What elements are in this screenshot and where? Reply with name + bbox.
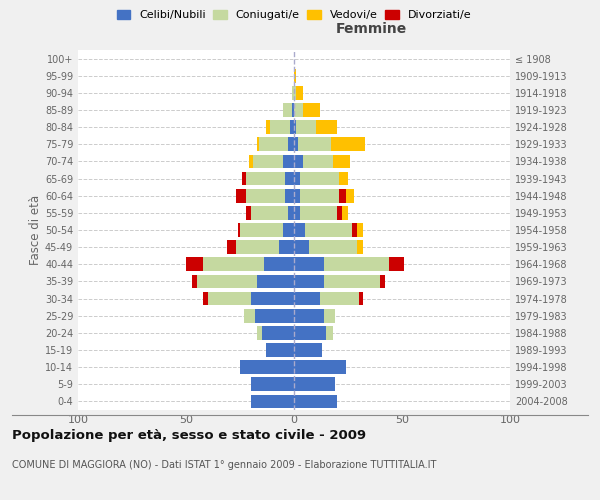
Legend: Celibi/Nubili, Coniugati/e, Vedovi/e, Divorziati/e: Celibi/Nubili, Coniugati/e, Vedovi/e, Di… — [112, 5, 476, 24]
Bar — [287, 206, 294, 220]
Bar — [240, 223, 283, 237]
Bar — [302, 154, 333, 168]
Bar — [294, 138, 298, 151]
Bar — [340, 189, 346, 202]
Bar — [290, 120, 294, 134]
Bar — [294, 103, 302, 117]
Bar — [309, 240, 356, 254]
Bar — [236, 189, 247, 202]
Bar — [359, 292, 363, 306]
Bar — [294, 172, 301, 185]
Bar — [253, 154, 283, 168]
Bar — [326, 326, 333, 340]
Bar — [294, 189, 301, 202]
Bar — [259, 138, 287, 151]
Bar — [244, 309, 255, 322]
Bar — [301, 206, 337, 220]
Bar — [320, 292, 359, 306]
Bar — [255, 309, 294, 322]
Bar — [262, 326, 294, 340]
Bar — [294, 86, 296, 100]
Bar — [356, 240, 363, 254]
Bar — [356, 223, 363, 237]
Bar — [301, 172, 340, 185]
Bar — [294, 120, 296, 134]
Bar — [316, 120, 337, 134]
Bar — [337, 206, 341, 220]
Bar — [301, 189, 340, 202]
Bar — [251, 378, 294, 391]
Bar — [203, 258, 264, 271]
Bar — [283, 103, 292, 117]
Bar — [294, 292, 320, 306]
Text: Popolazione per età, sesso e stato civile - 2009: Popolazione per età, sesso e stato civil… — [12, 428, 366, 442]
Bar — [292, 103, 294, 117]
Text: COMUNE DI MAGGIORA (NO) - Dati ISTAT 1° gennaio 2009 - Elaborazione TUTTITALIA.I: COMUNE DI MAGGIORA (NO) - Dati ISTAT 1° … — [12, 460, 436, 470]
Bar — [292, 86, 294, 100]
Bar — [341, 206, 348, 220]
Bar — [257, 274, 294, 288]
Bar — [298, 138, 331, 151]
Bar — [331, 138, 365, 151]
Bar — [380, 274, 385, 288]
Bar — [286, 189, 294, 202]
Bar — [294, 378, 335, 391]
Bar — [324, 258, 389, 271]
Bar — [257, 138, 259, 151]
Bar — [286, 172, 294, 185]
Bar — [296, 120, 316, 134]
Bar — [279, 240, 294, 254]
Bar — [294, 343, 322, 357]
Bar — [242, 172, 247, 185]
Bar — [247, 172, 286, 185]
Bar — [294, 206, 301, 220]
Bar — [305, 223, 352, 237]
Bar — [294, 326, 326, 340]
Bar — [227, 240, 236, 254]
Bar — [287, 138, 294, 151]
Bar — [294, 274, 324, 288]
Bar — [240, 360, 294, 374]
Bar — [302, 103, 320, 117]
Bar — [294, 69, 296, 82]
Bar — [294, 394, 337, 408]
Bar — [294, 309, 324, 322]
Bar — [296, 86, 302, 100]
Bar — [340, 172, 348, 185]
Bar — [294, 154, 302, 168]
Bar — [294, 240, 309, 254]
Bar — [238, 223, 240, 237]
Y-axis label: Fasce di età: Fasce di età — [29, 195, 42, 265]
Bar — [264, 258, 294, 271]
Bar — [266, 343, 294, 357]
Bar — [266, 120, 270, 134]
Bar — [251, 394, 294, 408]
Bar — [247, 189, 286, 202]
Text: Femmine: Femmine — [336, 22, 407, 36]
Bar — [203, 292, 208, 306]
Bar — [248, 154, 253, 168]
Bar — [283, 154, 294, 168]
Bar — [251, 292, 294, 306]
Bar — [346, 189, 355, 202]
Bar — [236, 240, 279, 254]
Bar — [186, 258, 203, 271]
Bar — [294, 258, 324, 271]
Bar — [389, 258, 404, 271]
Bar — [193, 274, 197, 288]
Bar — [324, 274, 380, 288]
Bar — [270, 120, 290, 134]
Bar — [333, 154, 350, 168]
Bar — [294, 223, 305, 237]
Bar — [251, 206, 287, 220]
Bar — [294, 360, 346, 374]
Bar — [247, 206, 251, 220]
Bar — [197, 274, 257, 288]
Bar — [257, 326, 262, 340]
Bar — [324, 309, 335, 322]
Bar — [352, 223, 356, 237]
Bar — [208, 292, 251, 306]
Bar — [283, 223, 294, 237]
